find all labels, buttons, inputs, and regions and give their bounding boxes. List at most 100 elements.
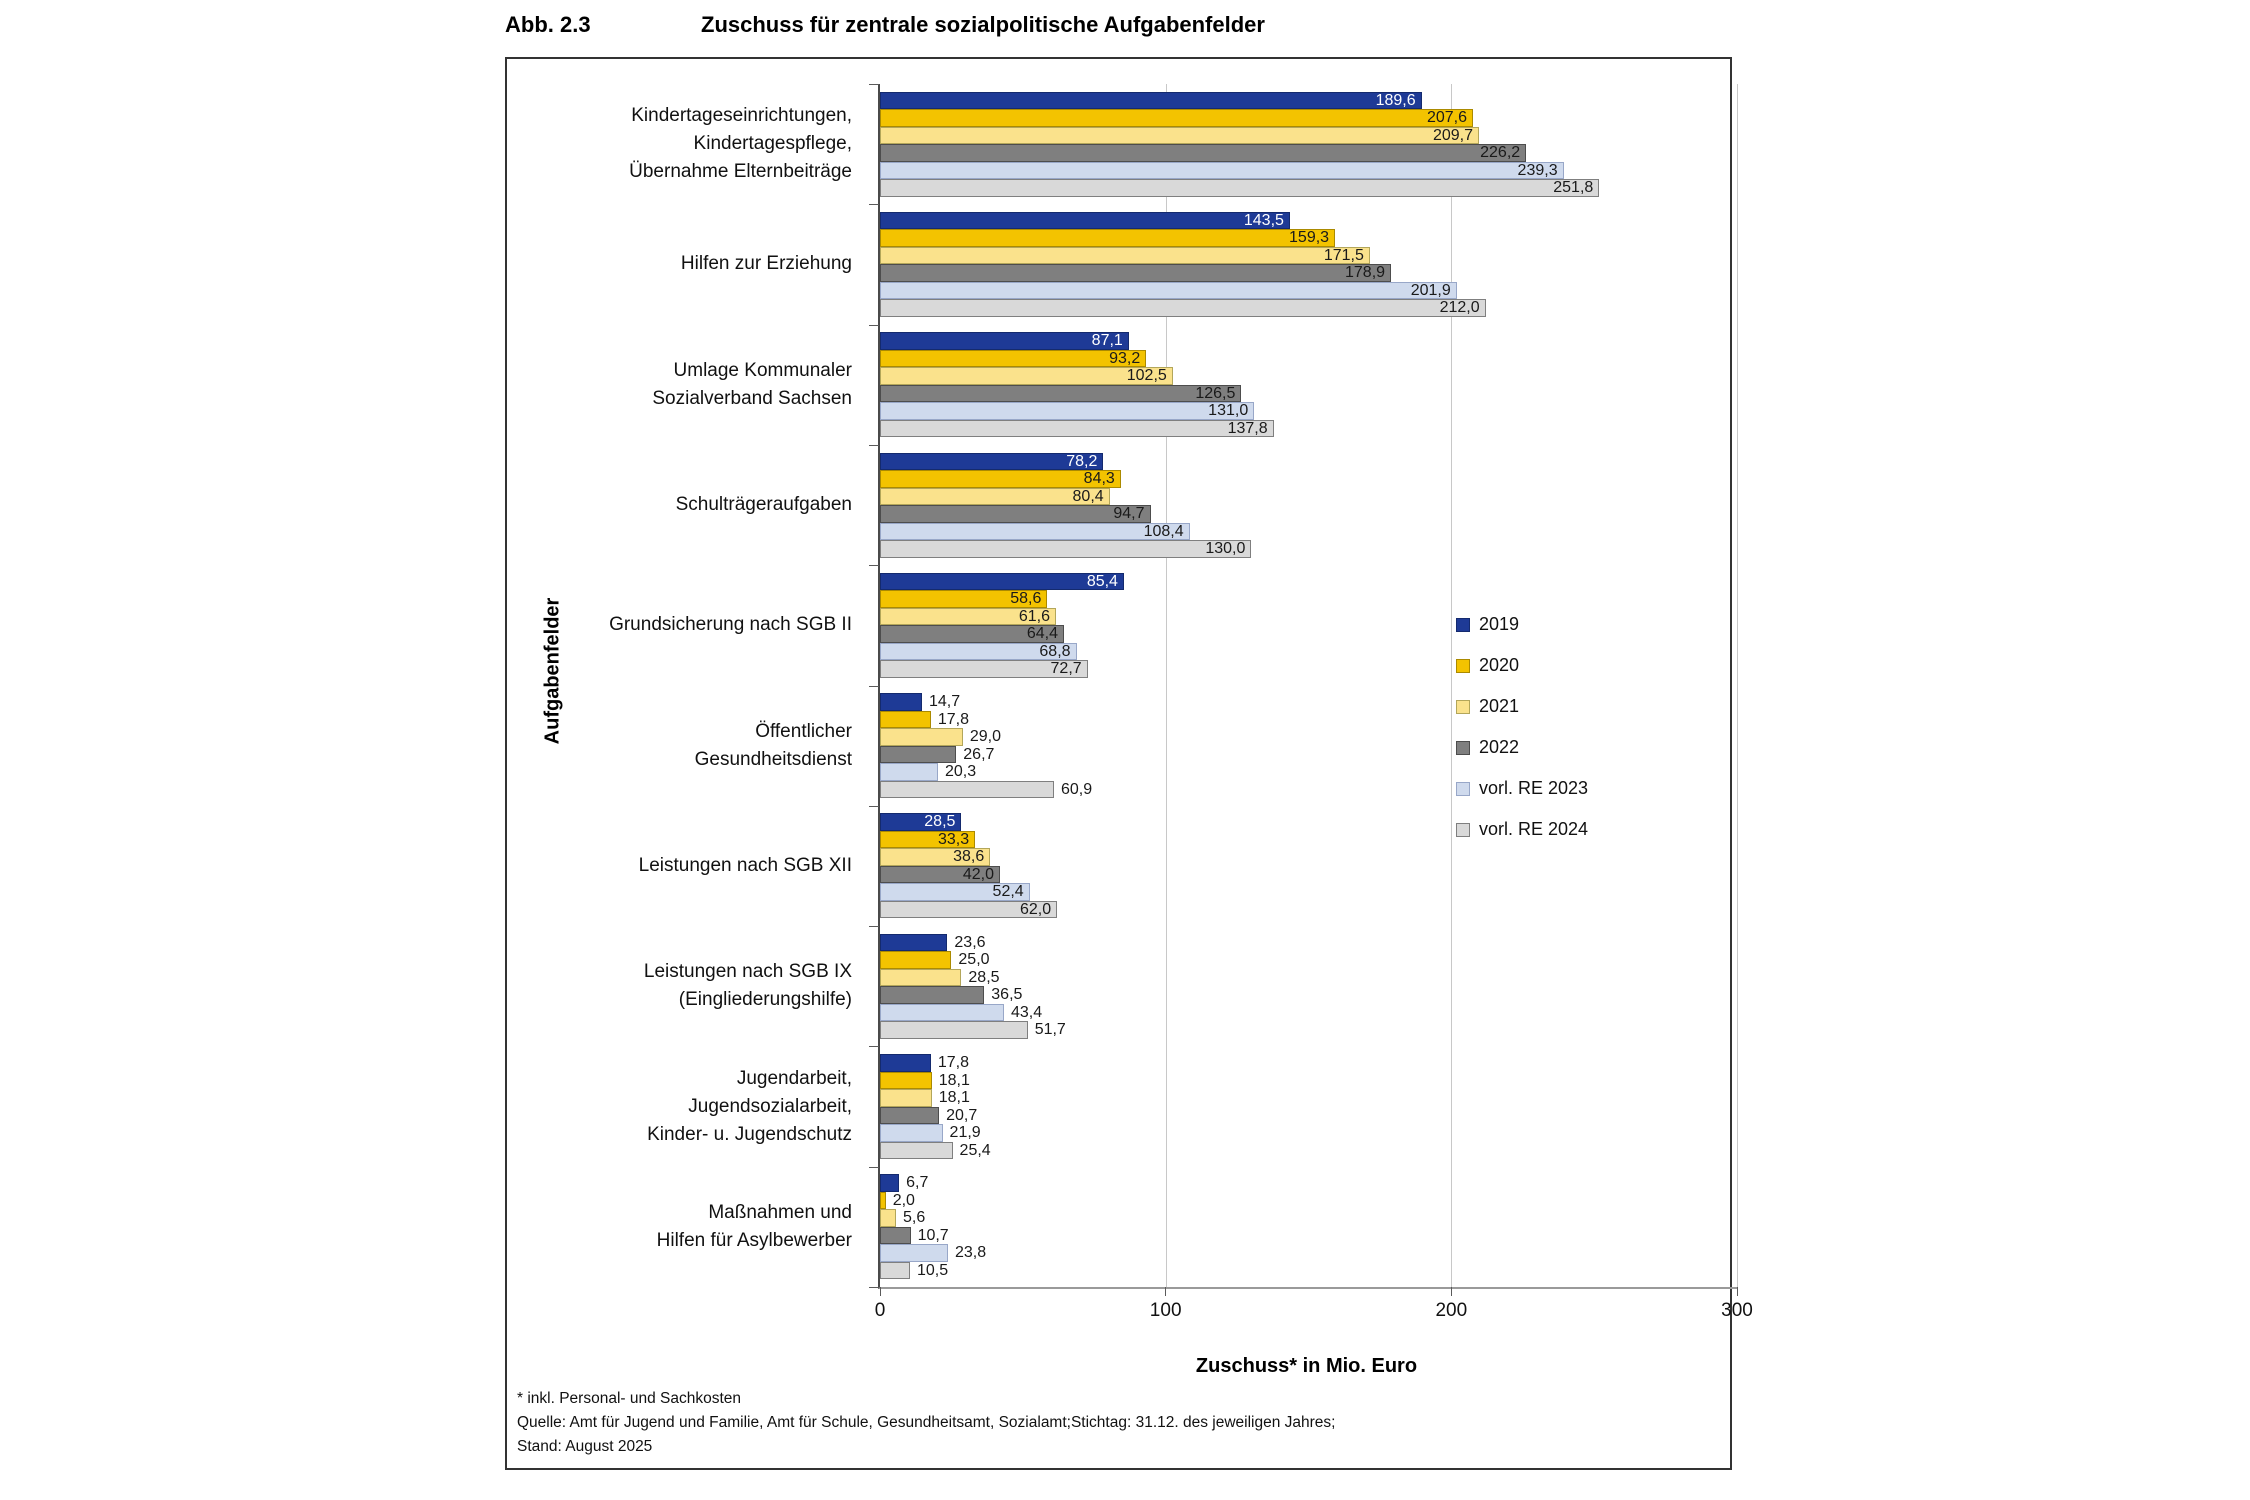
legend-item-2022: 2022 <box>1456 727 1588 768</box>
value-label: 26,7 <box>963 745 995 763</box>
value-label: 21,9 <box>949 1124 981 1142</box>
value-label: 6,7 <box>906 1174 929 1192</box>
legend-item-2020: 2020 <box>1456 645 1588 686</box>
bar-vorl-RE-2024 <box>880 419 1274 438</box>
figure-heading: Abb. 2.3 Zuschuss für zentrale sozialpol… <box>505 12 1265 38</box>
bar-vorl-RE-2023 <box>880 1244 948 1262</box>
category-label-line: Leistungen nach SGB IX <box>643 961 852 983</box>
bar-group-2: 143,5 159,3 171,5 178,9 201,9 212,0 <box>880 204 1737 324</box>
bar-2021 <box>880 487 1110 506</box>
bar-vorl-RE-2024 <box>880 540 1252 558</box>
bar-group-3: 87,1 93,2 102,5 126,5 131,0 137,8 <box>880 325 1737 445</box>
x-tick-label-100: 100 <box>1149 1300 1182 1321</box>
legend-swatch-2022 <box>1456 740 1470 755</box>
category-axis-tick <box>869 324 879 326</box>
bar-group-5: 85,4 58,6 61,6 64,4 68,8 72,7 <box>880 565 1737 685</box>
category-label: Öffentlicher Gesundheitsdienst <box>511 686 864 806</box>
legend-label: 2019 <box>1479 614 1520 634</box>
category-axis-tick <box>869 204 879 206</box>
category-label: Kindertageseinrichtungen, Kindertagespfle… <box>511 84 864 204</box>
value-label: 51,7 <box>1034 1021 1066 1039</box>
value-label: 52,4 <box>992 883 1024 901</box>
value-label: 43,4 <box>1010 1003 1043 1021</box>
category-axis-tick <box>869 84 879 85</box>
category-label-line: Grundsicherung nach SGB II <box>609 614 852 636</box>
bar-2020 <box>880 470 1121 488</box>
value-label: 159,3 <box>1289 229 1330 247</box>
value-label: 14,7 <box>928 693 961 711</box>
category-label: Schulträgeraufgaben <box>511 445 864 565</box>
legend-item-vorl-RE-2024: vorl. RE 2024 <box>1456 809 1588 850</box>
value-label: 178,9 <box>1345 264 1386 282</box>
value-label: 68,8 <box>1039 642 1071 660</box>
bar-vorl-RE-2024 <box>880 1141 953 1160</box>
bar-2020 <box>880 710 931 729</box>
bar-2019 <box>880 1174 900 1192</box>
bar-2021 <box>880 1209 896 1227</box>
bar-vorl-RE-2023 <box>880 522 1190 541</box>
legend-label: 2021 <box>1479 696 1520 716</box>
value-label: 25,0 <box>958 951 990 969</box>
value-label: 130,0 <box>1205 540 1246 558</box>
bar-group-9: 17,8 18,1 18,1 20,7 21,9 25,4 <box>880 1046 1737 1166</box>
category-label-line: Leistungen nach SGB XII <box>638 854 852 876</box>
bar-vorl-RE-2023 <box>880 402 1255 420</box>
value-label: 84,3 <box>1083 470 1115 488</box>
category-axis-tick <box>869 685 879 687</box>
bar-2022 <box>880 625 1064 643</box>
value-label: 143,5 <box>1243 211 1284 229</box>
bar-2021 <box>880 1089 932 1107</box>
legend-label: vorl. RE 2024 <box>1479 819 1589 839</box>
category-label-line: Öffentlicher <box>755 720 852 742</box>
bar-2019 <box>880 693 922 711</box>
bar-2022 <box>880 264 1392 282</box>
bar-2020 <box>880 951 952 969</box>
value-label: 131,0 <box>1208 402 1249 420</box>
value-label: 226,2 <box>1480 144 1521 162</box>
category-axis-tick <box>869 1046 879 1048</box>
value-label: 18,1 <box>938 1089 970 1107</box>
bar-vorl-RE-2024 <box>880 179 1600 197</box>
bar-2019 <box>880 572 1124 591</box>
value-label: 239,3 <box>1517 161 1558 179</box>
x-axis-tick-0 <box>879 1287 881 1296</box>
footnote-line: Quelle: Amt für Jugend und Familie, Amt … <box>517 1414 1336 1431</box>
value-label: 36,5 <box>991 986 1023 1004</box>
footnote-line: * inkl. Personal- und Sachkosten <box>517 1390 742 1407</box>
category-label-line: Gesundheitsdienst <box>694 748 852 770</box>
value-label: 78,2 <box>1066 452 1098 470</box>
bar-2022 <box>880 505 1151 523</box>
footnotes: * inkl. Personal- und Sachkosten Quelle:… <box>517 1387 1335 1459</box>
x-axis-tick-200 <box>1450 1287 1452 1296</box>
value-label: 94,7 <box>1113 505 1145 523</box>
value-label: 5,6 <box>902 1209 926 1227</box>
legend-item-2021: 2021 <box>1456 686 1588 727</box>
value-label: 58,6 <box>1010 590 1042 608</box>
bar-2020 <box>880 590 1048 608</box>
x-axis-title: Zuschuss* in Mio. Euro <box>1195 1355 1418 1377</box>
value-label: 108,4 <box>1143 522 1184 540</box>
category-label-line: Schulträgeraufgaben <box>675 494 852 516</box>
value-label: 18,1 <box>938 1071 970 1089</box>
category-label-line: Kindertageseinrichtungen, <box>631 105 852 127</box>
bar-2019 <box>880 211 1290 230</box>
value-label: 38,6 <box>953 848 985 866</box>
bar-group-4: 78,2 84,3 80,4 94,7 108,4 130,0 <box>880 445 1737 565</box>
bar-group-8: 23,6 25,0 28,5 36,5 43,4 51,7 <box>880 926 1737 1046</box>
category-label-line: Hilfen für Asylbewerber <box>656 1229 852 1251</box>
category-label-line: Jugendsozialarbeit, <box>688 1095 852 1117</box>
bar-2022 <box>880 1106 940 1125</box>
value-label: 20,7 <box>946 1106 978 1124</box>
category-label: Maßnahmen und Hilfen für Asylbewerber <box>511 1167 864 1287</box>
value-label: 80,4 <box>1072 487 1104 505</box>
legend-swatch-2020 <box>1456 658 1470 673</box>
bar-2019 <box>880 813 962 831</box>
value-label: 2,0 <box>892 1191 915 1209</box>
bar-2022 <box>880 384 1242 403</box>
bar-vorl-RE-2023 <box>880 883 1030 901</box>
value-label: 72,7 <box>1050 660 1082 678</box>
legend-swatch-vorl-RE-2023 <box>1456 781 1470 796</box>
bar-2019 <box>880 1054 931 1072</box>
value-label: 23,8 <box>954 1244 987 1262</box>
